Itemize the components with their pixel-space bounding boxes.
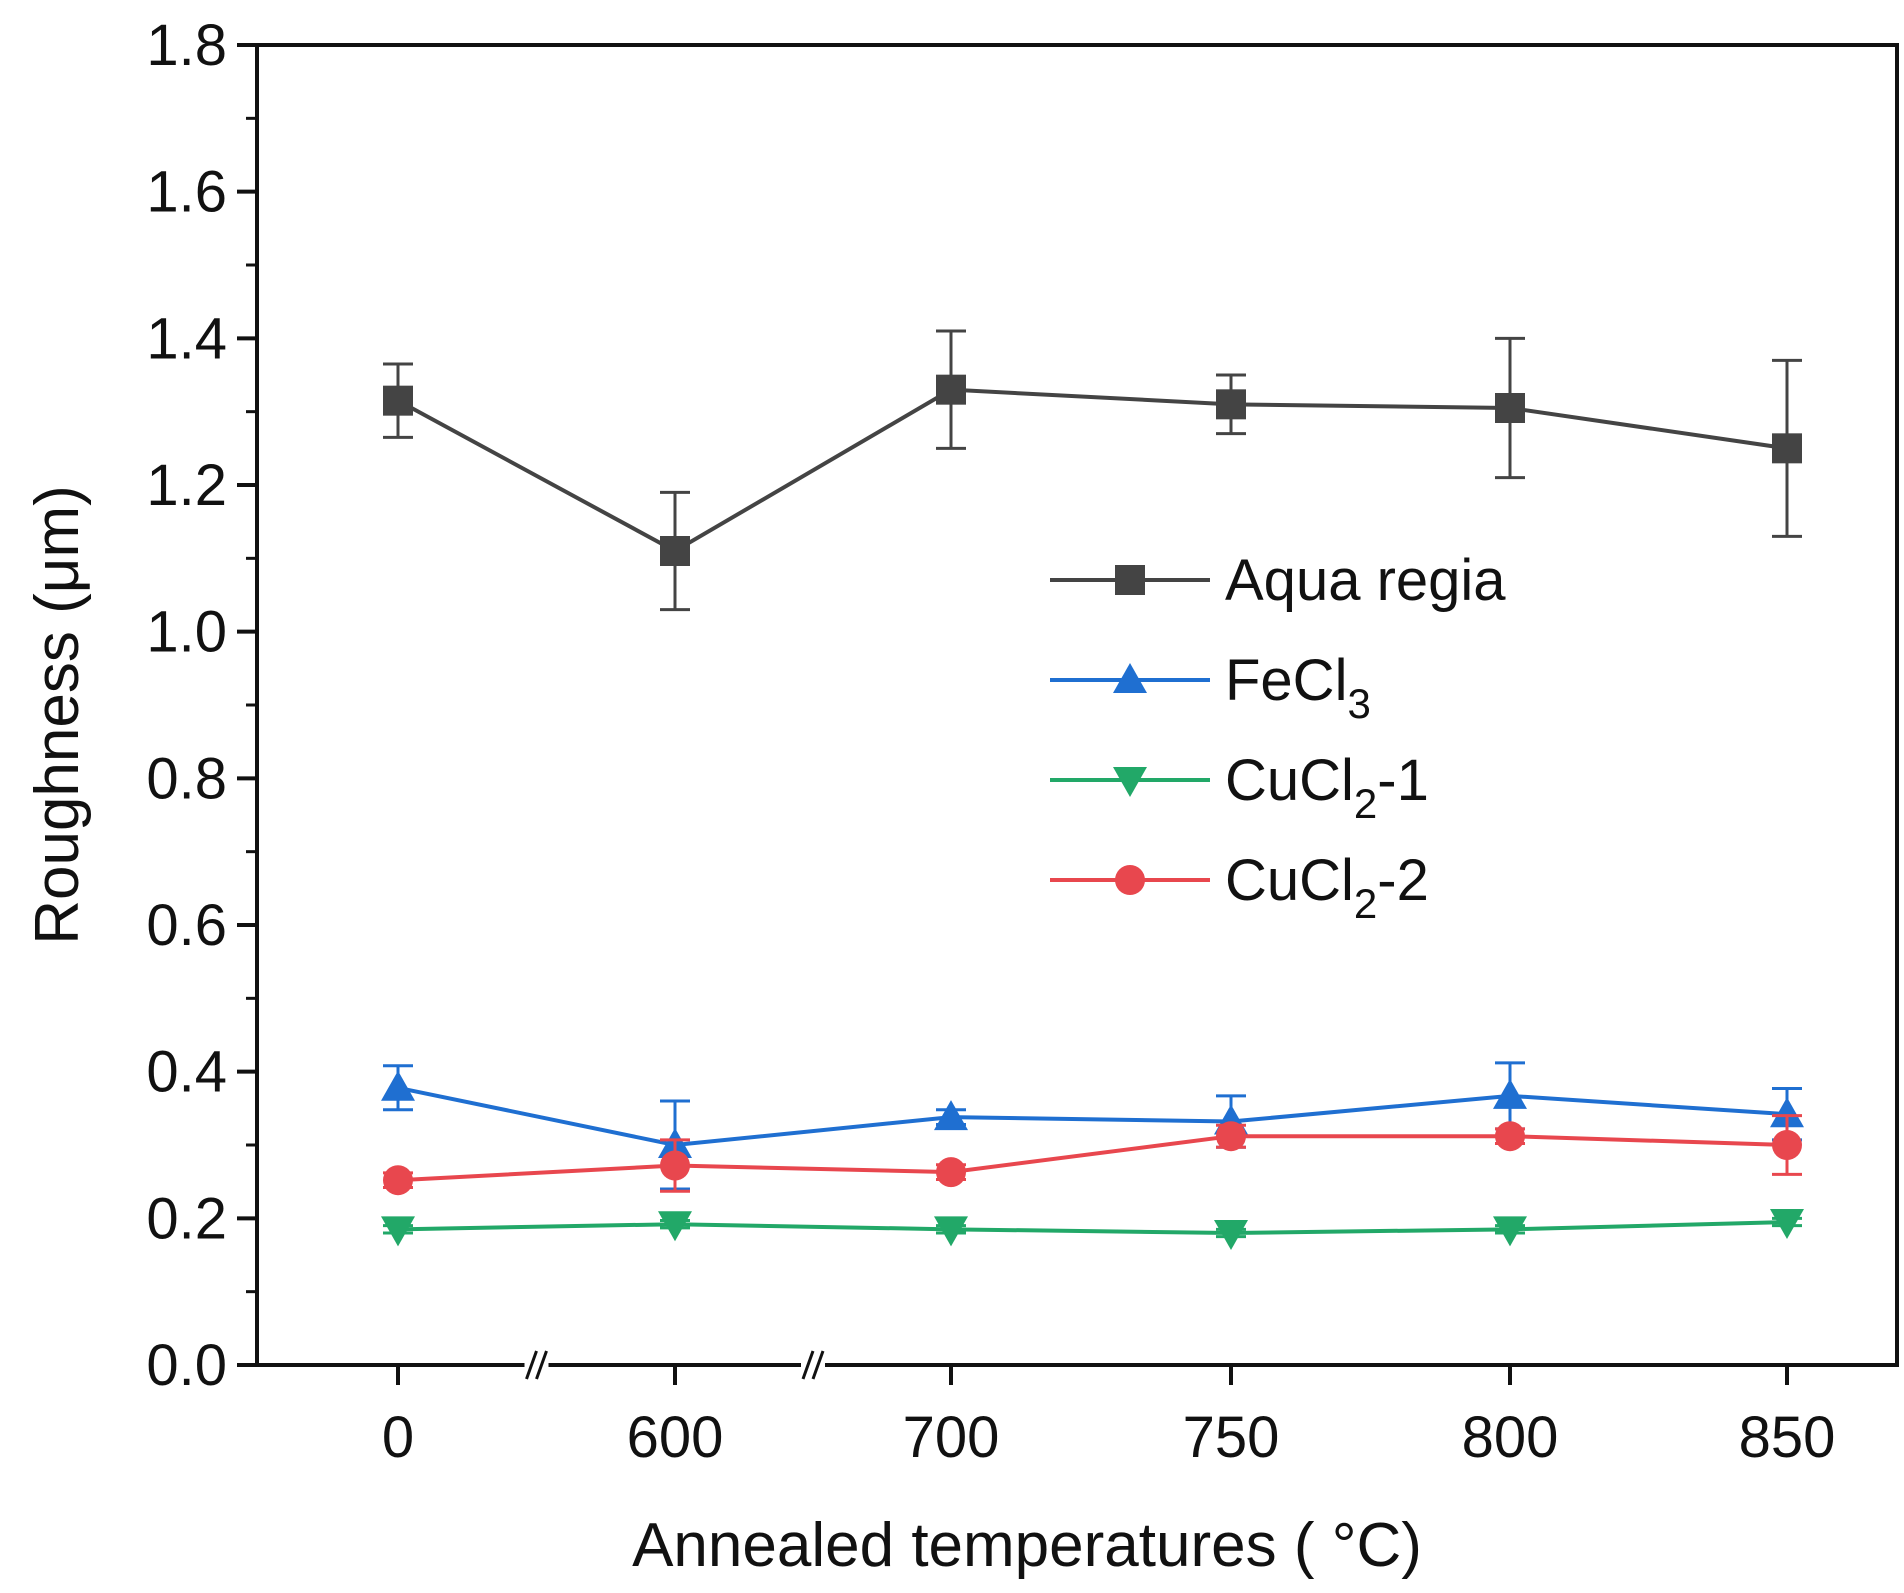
y-axis-label: Roughness (μm): [23, 485, 92, 945]
data-point: [1216, 1121, 1246, 1152]
x-axis-label: Annealed temperatures ( °C): [632, 1511, 1422, 1580]
data-point: [658, 1211, 692, 1242]
x-tick-label: 750: [1183, 1405, 1280, 1470]
axis-break-mark: [525, 1350, 538, 1380]
data-point: [1214, 1220, 1248, 1250]
legend-label: CuCl2-1: [1225, 748, 1429, 827]
y-tick-label: 0.4: [146, 1040, 227, 1105]
x-tick-label: 0: [382, 1405, 414, 1470]
legend-marker: [1115, 865, 1145, 895]
data-point: [936, 1157, 966, 1188]
legend-entry: CuCl2-2: [1050, 848, 1429, 927]
legend-entry: FeCl3: [1050, 648, 1371, 727]
data-point: [1772, 433, 1802, 464]
x-tick-label: 700: [903, 1405, 1000, 1470]
data-point: [381, 1216, 415, 1247]
data-point: [934, 1100, 968, 1131]
data-point: [1216, 389, 1246, 420]
data-point: [934, 1216, 968, 1247]
series-cucl2-1: [381, 1209, 1804, 1250]
data-point: [381, 1070, 415, 1101]
legend-label-main: CuCl: [1225, 848, 1354, 913]
axis-break-mark: [811, 1350, 825, 1380]
axes: 0.0 0.2 0.4 0.6 0.8 1.0 1.2 1.4 1.6 1.8 0 600 700 750…: [146, 13, 1899, 1470]
legend-label: FeCl3: [1225, 648, 1371, 727]
legend-label-tail: -1: [1377, 748, 1429, 813]
data-point: [660, 1150, 690, 1181]
y-tick-label: 1.0: [146, 600, 227, 665]
series-line: [397, 387, 1788, 554]
axis-break-mark: [535, 1350, 548, 1380]
legend-label-subscript: 2: [1354, 780, 1377, 827]
data-point: [1493, 1216, 1527, 1247]
data-point: [383, 385, 413, 416]
data-point: [1772, 1130, 1802, 1160]
plot-area: [381, 329, 1804, 1250]
series-fecl3: [381, 1061, 1804, 1191]
series-line: [397, 1085, 1788, 1148]
y-tick-label: 1.4: [146, 306, 227, 371]
legend-label-subscript: 3: [1347, 680, 1370, 727]
legend-label-subscript: 2: [1354, 880, 1377, 927]
y-tick-label: 1.6: [146, 160, 227, 225]
series-line: [397, 1220, 1788, 1236]
data-point: [383, 1165, 413, 1196]
legend-entry: CuCl2-1: [1050, 748, 1429, 827]
legend-marker: [1115, 565, 1145, 595]
x-tick-label: 850: [1739, 1405, 1836, 1470]
legend-label: Aqua regia: [1225, 548, 1506, 613]
y-tick-label: 0.0: [146, 1333, 227, 1398]
data-point: [1495, 1121, 1525, 1152]
y-tick-label: 1.8: [146, 13, 227, 78]
data-point: [1770, 1209, 1804, 1239]
legend-marker: [1113, 663, 1147, 693]
legend-marker: [1113, 767, 1147, 797]
series-aqua-regia: [383, 329, 1802, 612]
legend-entry: Aqua regia: [1050, 548, 1506, 613]
series-cucl2-2: [383, 1114, 1802, 1196]
x-tick-label: 600: [627, 1405, 724, 1470]
series-line: [397, 1134, 1788, 1183]
legend-label-main: FeCl: [1225, 648, 1347, 713]
data-point: [1495, 393, 1525, 423]
axis-break-mark: [801, 1350, 815, 1380]
legend-label-tail: -2: [1377, 848, 1429, 913]
y-tick-label: 0.6: [146, 893, 227, 958]
legend-label: CuCl2-2: [1225, 848, 1429, 927]
data-point: [936, 374, 966, 405]
x-tick-label: 800: [1462, 1405, 1559, 1470]
y-tick-label: 1.2: [146, 453, 227, 518]
data-point: [1770, 1097, 1804, 1128]
legend-label-main: CuCl: [1225, 748, 1354, 813]
data-point: [660, 536, 690, 566]
y-tick-label: 0.8: [146, 746, 227, 811]
legend-label-main: Aqua regia: [1225, 548, 1506, 613]
y-tick-label: 0.2: [146, 1186, 227, 1251]
data-point: [1493, 1078, 1527, 1109]
